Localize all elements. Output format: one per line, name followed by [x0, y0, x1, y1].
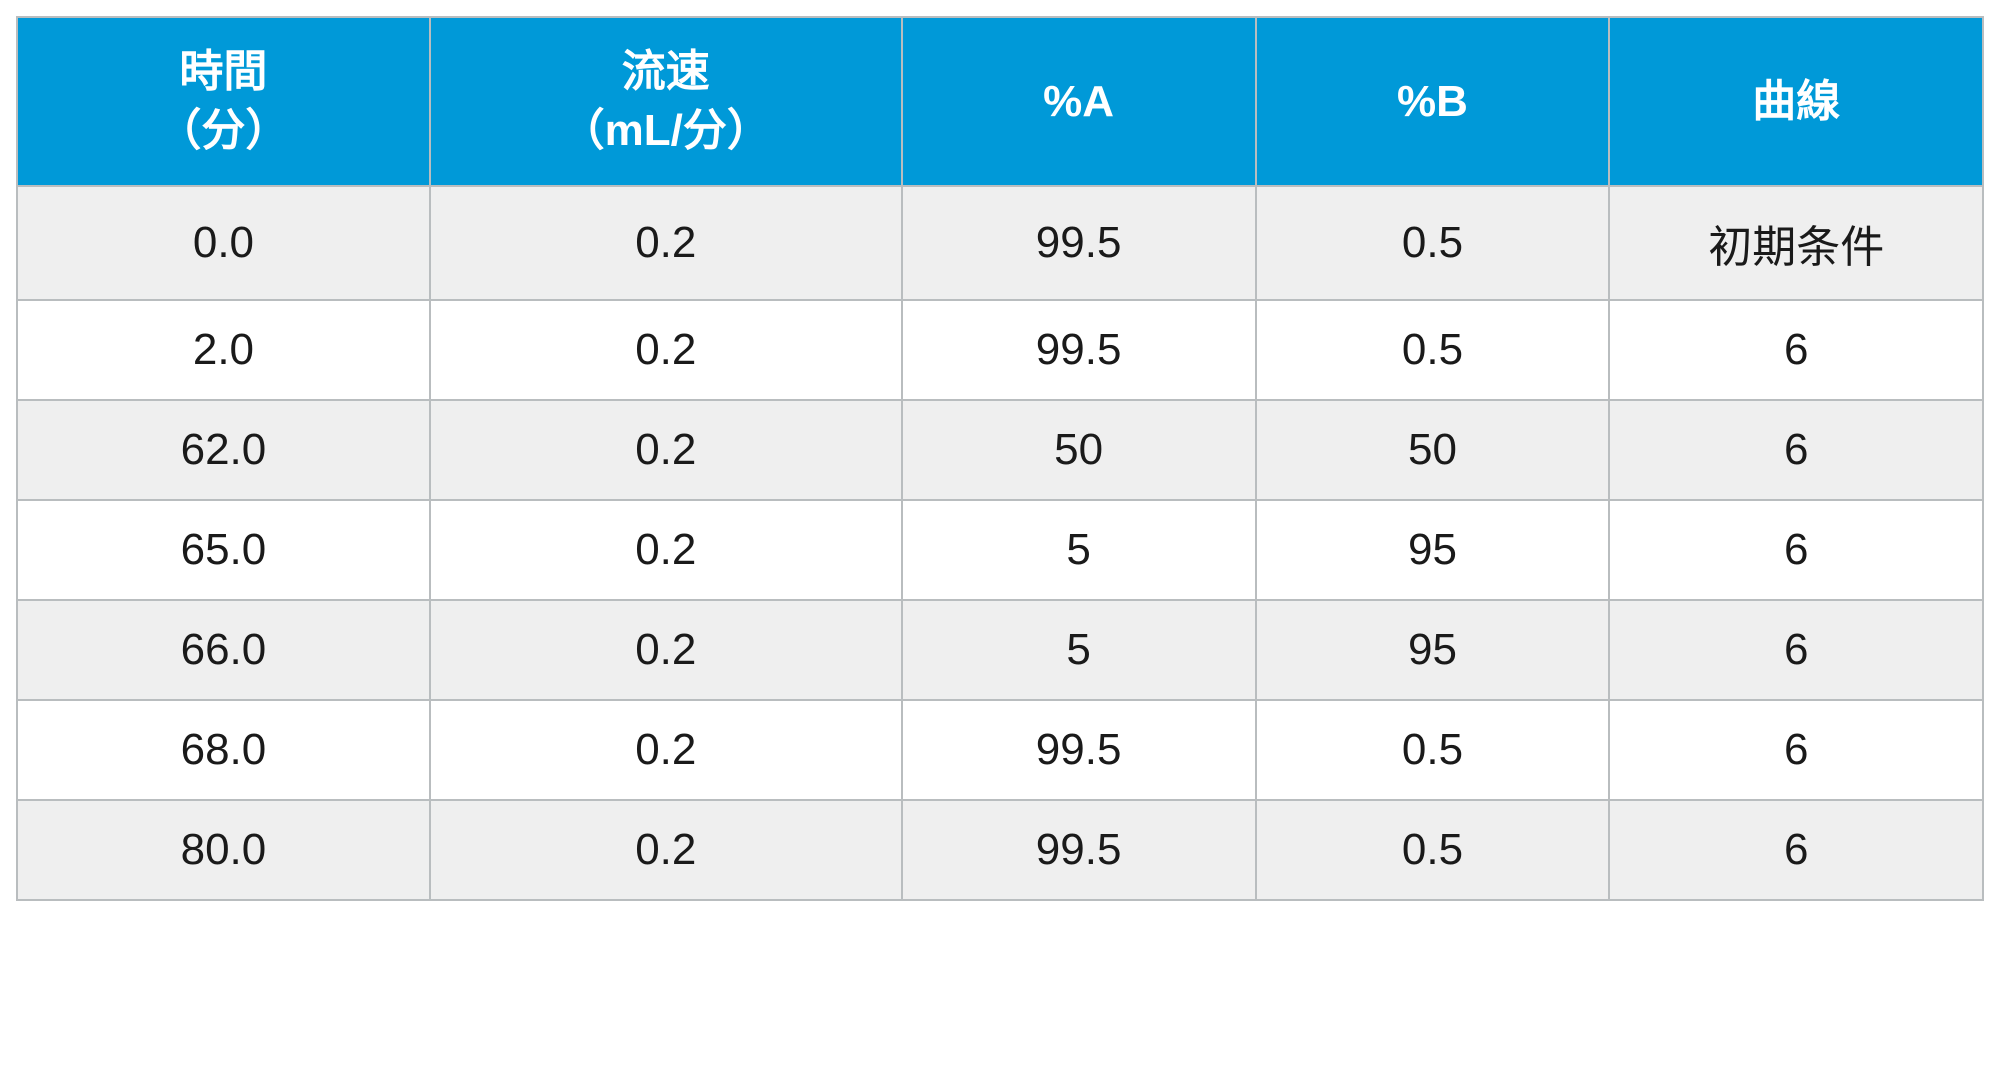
cell-time: 2.0: [17, 300, 430, 400]
cell-curve: 6: [1609, 700, 1983, 800]
table-row: 68.0 0.2 99.5 0.5 6: [17, 700, 1983, 800]
table-body: 0.0 0.2 99.5 0.5 初期条件 2.0 0.2 99.5 0.5 6…: [17, 186, 1983, 900]
cell-pB: 95: [1256, 500, 1610, 600]
cell-pB: 0.5: [1256, 700, 1610, 800]
cell-flow: 0.2: [430, 500, 902, 600]
table-row: 62.0 0.2 50 50 6: [17, 400, 1983, 500]
cell-pB: 95: [1256, 600, 1610, 700]
col-header-pB: %B: [1256, 17, 1610, 186]
cell-pB: 0.5: [1256, 186, 1610, 300]
cell-time: 68.0: [17, 700, 430, 800]
table-row: 2.0 0.2 99.5 0.5 6: [17, 300, 1983, 400]
col-header-flow-label: 流速（mL/分）: [561, 47, 771, 155]
table-header-row: 時間（分） 流速（mL/分） %A %B 曲線: [17, 17, 1983, 186]
cell-curve: 初期条件: [1609, 186, 1983, 300]
col-header-curve-label: 曲線: [1752, 77, 1840, 126]
col-header-time-label: 時間（分）: [157, 47, 289, 155]
col-header-pA-label: %A: [1043, 77, 1114, 126]
cell-time: 62.0: [17, 400, 430, 500]
cell-pA: 99.5: [902, 186, 1256, 300]
cell-flow: 0.2: [430, 186, 902, 300]
cell-flow: 0.2: [430, 800, 902, 900]
cell-pA: 5: [902, 500, 1256, 600]
cell-time: 65.0: [17, 500, 430, 600]
cell-pA: 50: [902, 400, 1256, 500]
table-row: 0.0 0.2 99.5 0.5 初期条件: [17, 186, 1983, 300]
cell-pA: 99.5: [902, 700, 1256, 800]
cell-curve: 6: [1609, 500, 1983, 600]
cell-flow: 0.2: [430, 600, 902, 700]
cell-time: 80.0: [17, 800, 430, 900]
cell-pB: 50: [1256, 400, 1610, 500]
table-row: 66.0 0.2 5 95 6: [17, 600, 1983, 700]
cell-curve: 6: [1609, 400, 1983, 500]
col-header-flow: 流速（mL/分）: [430, 17, 902, 186]
cell-time: 0.0: [17, 186, 430, 300]
table-row: 65.0 0.2 5 95 6: [17, 500, 1983, 600]
gradient-table: 時間（分） 流速（mL/分） %A %B 曲線 0.0 0.2 99.5 0.5…: [16, 16, 1984, 901]
cell-curve: 6: [1609, 300, 1983, 400]
cell-flow: 0.2: [430, 400, 902, 500]
cell-curve: 6: [1609, 600, 1983, 700]
col-header-pA: %A: [902, 17, 1256, 186]
cell-pA: 5: [902, 600, 1256, 700]
col-header-pB-label: %B: [1397, 77, 1468, 126]
cell-pB: 0.5: [1256, 300, 1610, 400]
col-header-time: 時間（分）: [17, 17, 430, 186]
cell-flow: 0.2: [430, 700, 902, 800]
col-header-curve: 曲線: [1609, 17, 1983, 186]
cell-time: 66.0: [17, 600, 430, 700]
cell-pB: 0.5: [1256, 800, 1610, 900]
cell-pA: 99.5: [902, 300, 1256, 400]
cell-flow: 0.2: [430, 300, 902, 400]
cell-curve: 6: [1609, 800, 1983, 900]
cell-pA: 99.5: [902, 800, 1256, 900]
table-row: 80.0 0.2 99.5 0.5 6: [17, 800, 1983, 900]
gradient-table-container: 時間（分） 流速（mL/分） %A %B 曲線 0.0 0.2 99.5 0.5…: [16, 16, 1984, 901]
